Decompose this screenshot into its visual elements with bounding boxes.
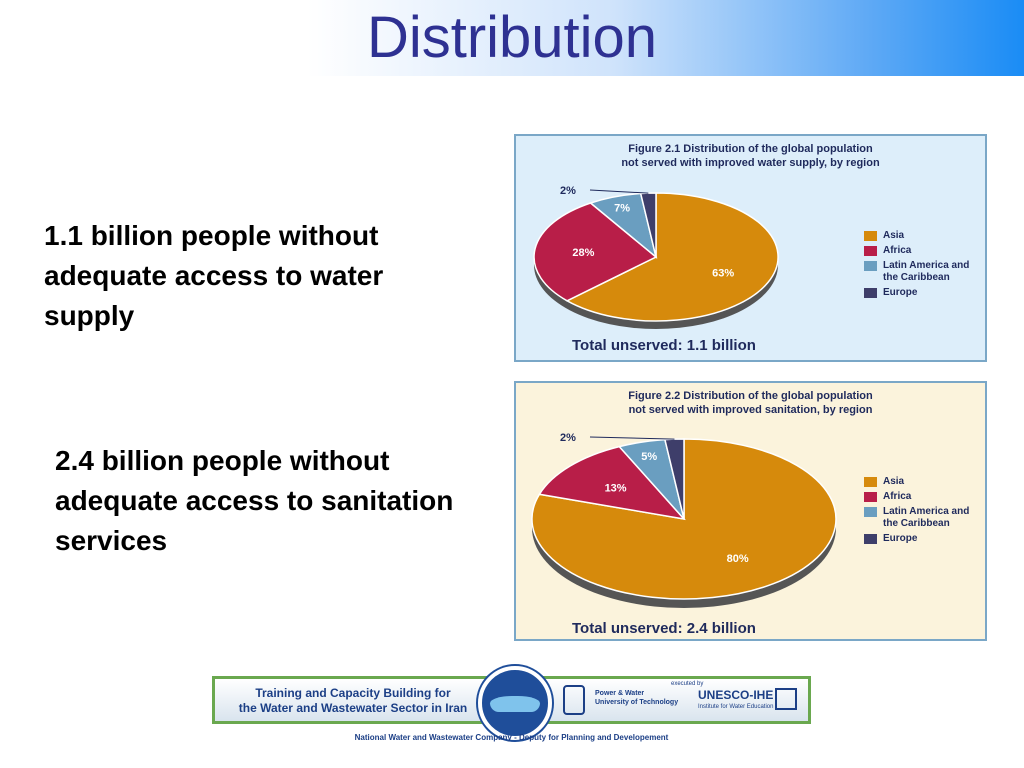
legend-label: Asia [883,476,905,487]
unesco-ihe-logo: UNESCO-IHE Institute for Water Education [698,689,773,713]
total-unserved-label: Total unserved: 1.1 billion [572,337,756,354]
figure-water-supply: Figure 2.1 Distribution of the global po… [514,134,987,362]
executed-by-label: executed by [671,681,704,687]
pie-value-label: 80% [727,553,749,565]
legend-label: Latin America and the Caribbean [883,506,970,529]
leader-line [589,436,675,440]
legend-swatch [864,261,877,271]
legend: Asia Africa Latin America and the Caribb… [864,476,984,548]
pie-value-label: 13% [605,482,627,494]
water-company-logo-icon [478,666,552,740]
legend-swatch [864,492,877,502]
figure-caption: Figure 2.2 Distribution of the global po… [516,389,985,417]
legend-item-asia: Asia [864,230,984,242]
legend-item-latin-america: Latin America and the Caribbean [864,260,984,284]
legend-label: Europe [883,533,918,544]
legend-label: Africa [883,491,912,502]
figure-sanitation: Figure 2.2 Distribution of the global po… [514,381,987,641]
unesco-ihe-subtitle: Institute for Water Education [698,704,774,710]
pie-slice-asia [565,192,779,322]
legend-swatch [864,231,877,241]
slide-title: Distribution [366,5,658,70]
legend-label: Latin America and the Caribbean [883,260,970,283]
bullet-sanitation: 2.4 billion people without adequate acce… [55,445,454,556]
leader-line [589,189,649,194]
unesco-ihe-name: UNESCO-IHE [698,688,774,702]
legend-item-asia: Asia [864,476,984,488]
university-name: Power & Water University of Technology [595,689,678,707]
program-title: Training and Capacity Building for the W… [223,686,483,716]
pie-slice-africa [538,445,686,521]
figure-caption-line2: not served with improved water supply, b… [621,157,880,169]
legend-swatch [864,288,877,298]
legend-swatch [864,477,877,487]
pie-value-label: 5% [641,451,657,463]
figure-caption: Figure 2.1 Distribution of the global po… [516,142,985,170]
pie-slice-africa [533,202,658,302]
legend-swatch [864,246,877,256]
legend-swatch [864,507,877,517]
legend-item-africa: Africa [864,245,984,257]
legend-item-europe: Europe [864,533,984,545]
footer-caption: National Water and Wastewater Company - … [354,733,669,742]
pie-value-label: 2% [560,185,576,197]
legend: Asia Africa Latin America and the Caribb… [864,230,984,302]
bullet-water-supply: 1.1 billion people without adequate acce… [44,220,384,331]
figure-caption-line1: Figure 2.1 Distribution of the global po… [628,143,873,155]
pie-value-label: 28% [572,247,594,259]
wave-icon [490,696,540,712]
pie-value-label: 2% [560,432,576,444]
pie-value-label: 63% [712,267,734,279]
pie-chart-sanitation: 80% 13% 5% 2% [531,432,837,608]
pie-chart-water-supply: 63% 28% 7% 2% [533,185,779,329]
legend-item-latin-america: Latin America and the Caribbean [864,506,984,530]
pie-value-label: 7% [614,203,630,215]
legend-swatch [864,534,877,544]
legend-label: Africa [883,245,912,256]
total-unserved-label: Total unserved: 2.4 billion [572,620,756,637]
figure-caption-line2: not served with improved sanitation, by … [628,404,873,416]
legend-item-europe: Europe [864,287,984,299]
legend-label: Europe [883,287,918,298]
university-name-line1: Power & Water [595,690,645,697]
unesco-temple-icon [775,688,797,710]
university-name-line2: University of Technology [595,699,679,706]
title-band [0,0,1024,76]
university-logo-icon [563,685,585,715]
program-title-line1: Training and Capacity Building for [255,686,451,700]
program-title-line2: the Water and Wastewater Sector in Iran [238,701,468,715]
legend-item-africa: Africa [864,491,984,503]
figure-caption-line1: Figure 2.2 Distribution of the global po… [628,390,873,402]
legend-label: Asia [883,230,905,241]
